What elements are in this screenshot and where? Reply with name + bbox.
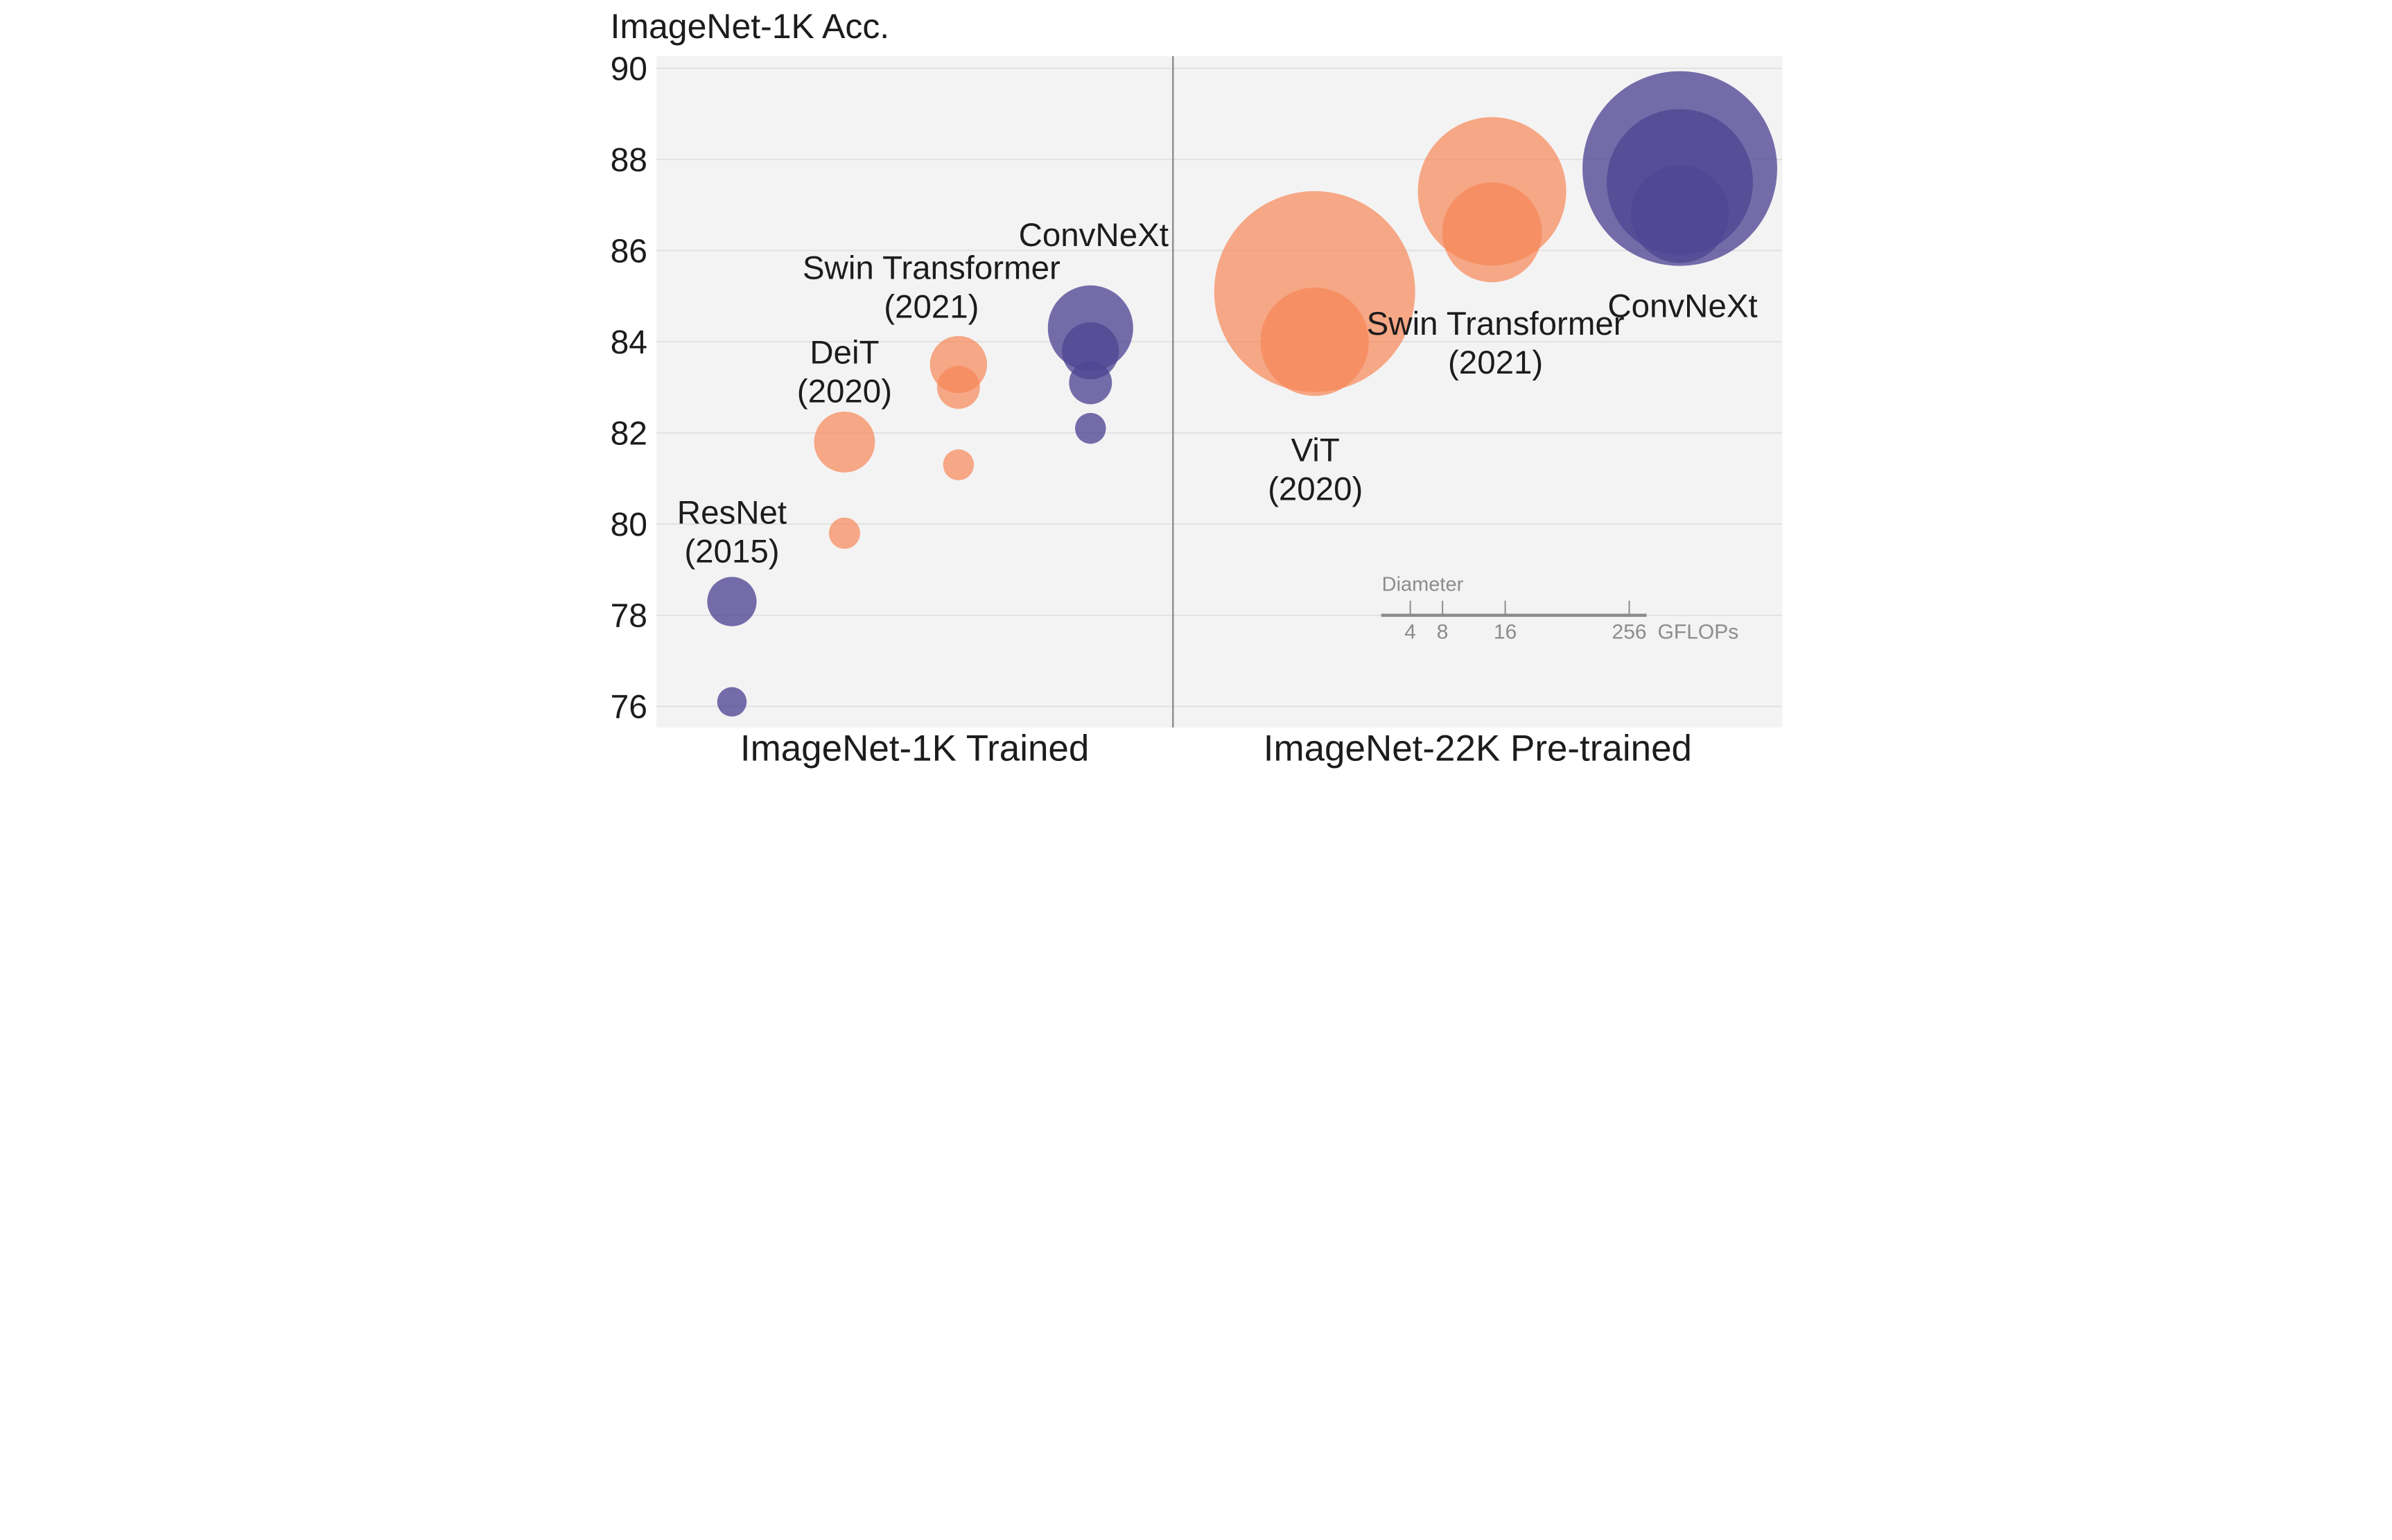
convnext-figure: 90 88 86 84 82 80 78 76 ResNet (2015) DeiT (2020) Sw… [598, 0, 1794, 770]
bubble-convnext-82.1 [1075, 412, 1106, 444]
annotations-layer: 9088868482807876ResNet(2015)DeiT(2020)Sw… [611, 51, 1758, 726]
series-label-resnet-line2: (2015) [684, 533, 779, 570]
y-tick-label-78: 78 [611, 598, 647, 635]
series-label-vit-line2: (2020) [1268, 471, 1363, 507]
y-tick-label-80: 80 [611, 507, 647, 543]
bubble-resnet-76.1 [717, 687, 747, 717]
y-tick-label-90: 90 [611, 51, 647, 87]
bubble-chart: 9088868482807876ResNet(2015)DeiT(2020)Sw… [598, 0, 1794, 770]
chart-title: ImageNet-1K Acc. [610, 7, 889, 46]
bubble-convnext-86.8 [1631, 165, 1729, 263]
y-tick-label-84: 84 [611, 324, 647, 361]
y-tick-label-86: 86 [611, 234, 647, 270]
series-label-resnet-line1: ResNet [677, 494, 787, 531]
bubble-vit-84 [1260, 287, 1369, 396]
y-tick-label-82: 82 [611, 416, 647, 453]
y-tick-label-88: 88 [611, 142, 647, 179]
legend-tick-label-8: 8 [1437, 621, 1449, 644]
bubble-convnext-83.1 [1069, 361, 1112, 405]
bubble-convnext-83.8 [1062, 322, 1119, 380]
series-label-deit-line2: (2020) [797, 373, 892, 410]
series-label-swin-transformer-line1: Swin Transformer [803, 250, 1060, 286]
bubble-deit-81.8 [814, 411, 875, 473]
legend-title: Diameter [1382, 574, 1464, 596]
series-label-convnext-line1: ConvNeXt [1019, 217, 1169, 254]
bubbles-layer [707, 71, 1777, 717]
legend-tick-label-16: 16 [1494, 621, 1517, 644]
series-label-convnext-line1: ConvNeXt [1607, 288, 1757, 324]
series-label-swin-transformer-line2: (2021) [1448, 344, 1543, 381]
legend-unit-label: GFLOPs [1658, 621, 1739, 644]
series-label-vit-line1: ViT [1291, 432, 1340, 469]
bubble-swin-transformer-83 [936, 365, 980, 409]
bubble-swin-transformer-81.3 [943, 449, 975, 480]
bubble-resnet-78.3 [707, 577, 757, 627]
series-label-swin-transformer-line1: Swin Transformer [1367, 306, 1625, 342]
bubble-deit-79.8 [828, 517, 860, 549]
x-axis-label-imagenet-1k-trained: ImageNet-1K Trained [740, 728, 1089, 769]
x-axis-label-imagenet-22k-pretrained: ImageNet-22K Pre-trained [1264, 728, 1692, 769]
bubble-swin-transformer-86.4 [1442, 182, 1542, 283]
series-label-swin-transformer-line2: (2021) [884, 288, 979, 325]
y-tick-label-76: 76 [611, 689, 647, 726]
legend-tick-label-4: 4 [1404, 621, 1416, 644]
legend-tick-label-256: 256 [1612, 621, 1647, 644]
series-label-deit-line1: DeiT [810, 334, 879, 371]
